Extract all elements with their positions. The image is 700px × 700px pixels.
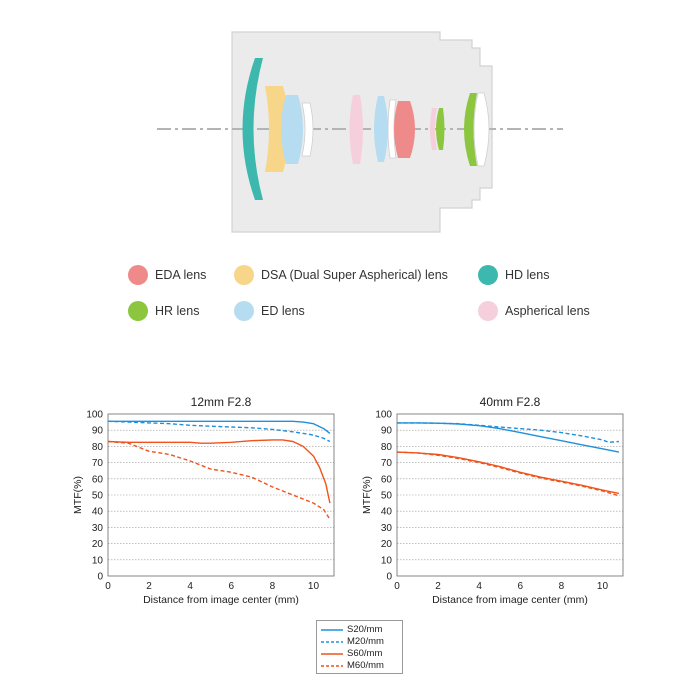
ed-lens-element-2 — [374, 96, 388, 162]
x-tick-label: 10 — [308, 581, 320, 592]
y-tick-label: 50 — [381, 491, 393, 502]
legend-label-eda: EDA lens — [155, 268, 207, 282]
ed-lens-element-1 — [281, 95, 303, 164]
series-legend-item: M60/mm — [321, 660, 384, 671]
hd-lens-element — [242, 58, 263, 200]
series-line-s20-mm — [108, 420, 331, 434]
eda-lens-element — [394, 101, 415, 158]
y-tick-label: 0 — [97, 572, 103, 583]
x-tick-label: 2 — [146, 581, 152, 592]
aspherical-swatch — [478, 301, 498, 321]
series-line-s60-mm — [396, 451, 620, 495]
x-tick-label: 0 — [394, 581, 400, 592]
legend-item-ed: ED lens — [234, 301, 305, 321]
aspherical-lens-element — [349, 95, 363, 164]
series-line-s60-mm — [107, 439, 331, 504]
y-tick-label: 50 — [92, 491, 104, 502]
series-legend-item: S60/mm — [321, 648, 382, 659]
y-tick-label: 40 — [381, 507, 393, 518]
lens-construction-diagram — [157, 31, 563, 233]
plot-frame — [396, 413, 624, 577]
legend-item-aspherical: Aspherical lens — [478, 301, 590, 321]
x-tick-label: 0 — [105, 581, 111, 592]
y-tick-label: 10 — [381, 555, 393, 566]
series-line-m20-mm — [397, 422, 619, 443]
x-tick-label: 6 — [517, 581, 523, 592]
hr-lens-element-2 — [464, 93, 477, 166]
y-tick-label: 0 — [386, 572, 392, 583]
x-tick-label: 6 — [228, 581, 234, 592]
y-tick-label: 20 — [92, 539, 104, 550]
y-tick-label: 40 — [92, 507, 104, 518]
y-tick-label: 100 — [86, 410, 103, 421]
y-tick-label: 60 — [381, 474, 393, 485]
y-axis-label: MTF(%) — [361, 476, 373, 514]
mtf-series-legend: S20/mm M20/mm S60/mm M60/mm — [316, 620, 403, 674]
y-tick-label: 20 — [381, 539, 393, 550]
y-axis-label: MTF(%) — [72, 476, 84, 514]
x-tick-label: 8 — [270, 581, 276, 592]
series-line-m60-mm — [396, 451, 620, 497]
ed-swatch — [234, 301, 254, 321]
legend-label-dsa: DSA (Dual Super Aspherical) lens — [261, 268, 448, 282]
y-tick-label: 60 — [92, 474, 104, 485]
x-tick-label: 2 — [435, 581, 441, 592]
hr-swatch — [128, 301, 148, 321]
y-tick-label: 70 — [381, 458, 393, 469]
plain-lens-element-2 — [387, 99, 397, 159]
legend-label-hr: HR lens — [155, 304, 200, 318]
series-legend-item: S20/mm — [321, 624, 382, 635]
legend-label-ed: ED lens — [261, 304, 305, 318]
y-tick-label: 100 — [375, 410, 392, 421]
plain-lens-element-3 — [473, 92, 490, 167]
chart-title: 12mm F2.8 — [191, 395, 252, 409]
series-line-m20-mm — [107, 420, 331, 443]
y-tick-label: 10 — [92, 555, 104, 566]
x-axis-label: Distance from image center (mm) — [143, 594, 299, 606]
lens-type-legend: EDA lens DSA (Dual Super Aspherical) len… — [128, 262, 608, 332]
chart-title: 40mm F2.8 — [480, 395, 541, 409]
hr-lens-element-1 — [436, 108, 445, 150]
hd-swatch — [478, 265, 498, 285]
series-legend-item: M20/mm — [321, 636, 384, 647]
y-tick-label: 90 — [381, 426, 393, 437]
aspherical-lens-element-2 — [430, 108, 437, 150]
series-label-s60: S60/mm — [347, 648, 383, 659]
legend-label-hd: HD lens — [505, 268, 550, 282]
mtf-chart-1: 0 10 20 30 40 50 60 70 80 90 100 0 2 4 6 8 10 12mm F2.8 Di… — [72, 395, 335, 606]
x-tick-label: 10 — [597, 581, 609, 592]
plot-frame — [107, 413, 335, 577]
plain-lens-element-1 — [301, 102, 314, 157]
series-label-m60: M60/mm — [347, 660, 384, 671]
y-tick-label: 80 — [381, 442, 393, 453]
series-label-s20: S20/mm — [347, 624, 383, 635]
legend-label-aspherical: Aspherical lens — [505, 304, 590, 318]
x-tick-label: 4 — [476, 581, 482, 592]
y-tick-label: 80 — [92, 442, 104, 453]
series-line-m60-mm — [107, 440, 331, 520]
legend-item-hd: HD lens — [478, 265, 549, 285]
series-line-s20-mm — [397, 422, 620, 453]
legend-item-hr: HR lens — [128, 301, 199, 321]
y-tick-label: 70 — [92, 458, 104, 469]
dsa-swatch — [234, 265, 254, 285]
y-tick-label: 30 — [381, 523, 393, 534]
legend-item-eda: EDA lens — [128, 265, 206, 285]
x-axis-label: Distance from image center (mm) — [432, 594, 588, 606]
x-tick-label: 8 — [559, 581, 565, 592]
x-tick-label: 4 — [187, 581, 193, 592]
series-label-m20: M20/mm — [347, 636, 384, 647]
y-tick-label: 30 — [92, 523, 104, 534]
eda-swatch — [128, 265, 148, 285]
mtf-chart-2: 0 10 20 30 40 50 60 70 80 90 100 0 2 4 6 8 10 40mm F2.8 Di… — [361, 395, 624, 606]
y-tick-label: 90 — [92, 426, 104, 437]
legend-item-dsa: DSA (Dual Super Aspherical) lens — [234, 265, 448, 285]
